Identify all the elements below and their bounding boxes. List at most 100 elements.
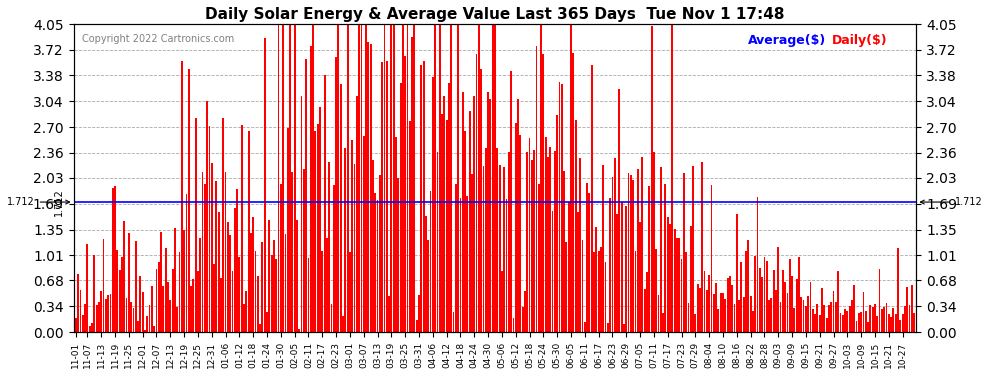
- Bar: [706, 290, 708, 332]
- Bar: [254, 251, 256, 332]
- Bar: [551, 211, 553, 332]
- Bar: [216, 181, 217, 332]
- Bar: [425, 216, 427, 332]
- Bar: [711, 185, 713, 332]
- Bar: [379, 175, 381, 332]
- Bar: [761, 277, 763, 332]
- Bar: [234, 209, 236, 332]
- Bar: [188, 69, 190, 332]
- Bar: [372, 160, 374, 332]
- Bar: [685, 252, 687, 332]
- Bar: [628, 172, 630, 332]
- Bar: [644, 289, 645, 332]
- Bar: [239, 256, 241, 332]
- Bar: [367, 42, 369, 332]
- Bar: [358, 21, 360, 332]
- Bar: [800, 297, 802, 332]
- Bar: [75, 318, 77, 332]
- Bar: [909, 305, 911, 332]
- Bar: [338, 21, 340, 332]
- Title: Daily Solar Energy & Average Value Last 365 Days  Tue Nov 1 17:48: Daily Solar Energy & Average Value Last …: [205, 7, 785, 22]
- Bar: [280, 184, 282, 332]
- Bar: [464, 131, 466, 332]
- Bar: [614, 158, 616, 332]
- Bar: [853, 285, 855, 332]
- Bar: [653, 152, 654, 332]
- Bar: [496, 148, 498, 332]
- Bar: [694, 314, 696, 332]
- Bar: [593, 252, 595, 332]
- Bar: [487, 92, 489, 332]
- Bar: [862, 292, 864, 332]
- Bar: [150, 285, 152, 332]
- Bar: [346, 21, 348, 332]
- Bar: [671, 21, 673, 332]
- Bar: [789, 259, 791, 332]
- Bar: [814, 315, 816, 332]
- Bar: [669, 224, 671, 332]
- Bar: [407, 23, 409, 332]
- Bar: [729, 276, 731, 332]
- Bar: [400, 83, 402, 332]
- Bar: [404, 56, 406, 332]
- Bar: [430, 191, 432, 332]
- Bar: [178, 252, 180, 332]
- Bar: [485, 148, 487, 332]
- Bar: [623, 324, 625, 332]
- Bar: [185, 194, 187, 332]
- Bar: [741, 262, 742, 332]
- Bar: [324, 75, 326, 332]
- Bar: [308, 258, 310, 332]
- Bar: [114, 186, 116, 332]
- Bar: [817, 304, 819, 332]
- Bar: [510, 72, 512, 332]
- Bar: [232, 272, 234, 332]
- Bar: [345, 148, 346, 332]
- Bar: [786, 293, 788, 332]
- Bar: [244, 303, 245, 332]
- Bar: [777, 246, 779, 332]
- Bar: [84, 304, 86, 332]
- Bar: [763, 257, 765, 332]
- Bar: [756, 197, 758, 332]
- Bar: [206, 100, 208, 332]
- Bar: [376, 200, 378, 332]
- Bar: [356, 96, 357, 332]
- Bar: [598, 252, 600, 332]
- Bar: [600, 247, 602, 332]
- Bar: [169, 300, 171, 332]
- Bar: [648, 186, 650, 332]
- Bar: [428, 240, 429, 332]
- Bar: [725, 299, 727, 332]
- Bar: [855, 321, 857, 332]
- Bar: [543, 54, 545, 332]
- Bar: [263, 38, 265, 332]
- Bar: [326, 238, 328, 332]
- Bar: [145, 330, 146, 332]
- Bar: [554, 151, 555, 332]
- Bar: [664, 184, 666, 332]
- Bar: [637, 169, 639, 332]
- Bar: [626, 206, 628, 332]
- Bar: [736, 214, 738, 332]
- Bar: [858, 313, 859, 332]
- Bar: [301, 96, 303, 332]
- Bar: [305, 59, 307, 332]
- Bar: [690, 226, 692, 332]
- Bar: [360, 21, 362, 332]
- Bar: [383, 21, 385, 332]
- Bar: [176, 307, 178, 332]
- Bar: [331, 304, 333, 332]
- Bar: [860, 312, 862, 332]
- Bar: [319, 107, 321, 332]
- Bar: [409, 121, 411, 332]
- Bar: [838, 270, 840, 332]
- Bar: [833, 291, 835, 332]
- Bar: [448, 83, 449, 332]
- Bar: [349, 252, 350, 332]
- Bar: [739, 300, 740, 332]
- Bar: [93, 255, 95, 332]
- Bar: [803, 300, 805, 332]
- Bar: [162, 286, 164, 332]
- Bar: [701, 162, 703, 332]
